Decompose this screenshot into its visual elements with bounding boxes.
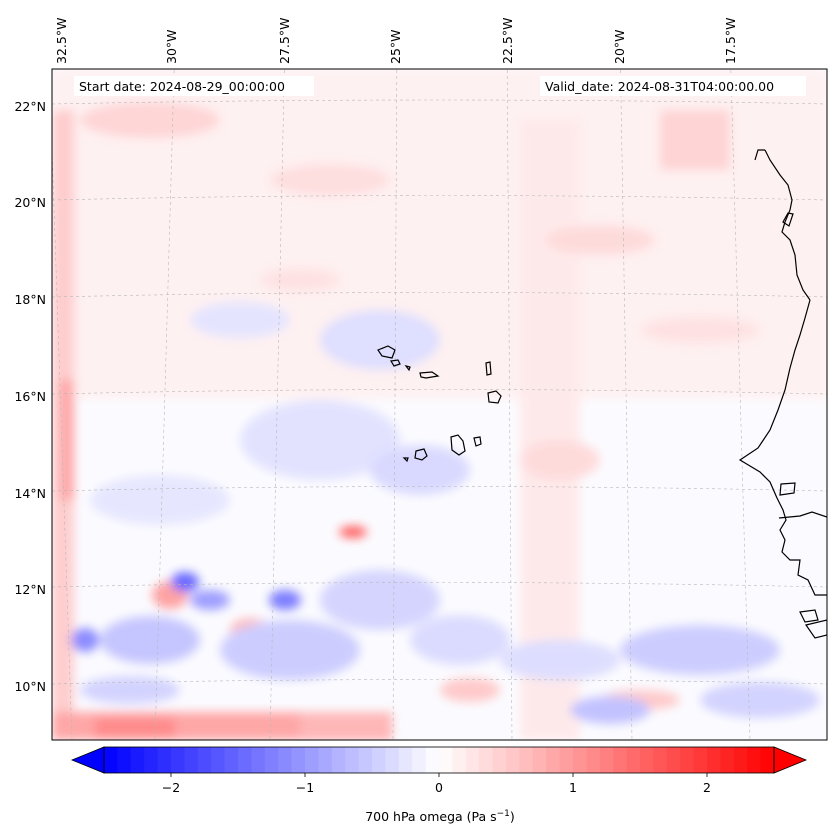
colorbar-segment [439, 747, 453, 773]
colorbar-label: 700 hPa omega (Pa s−1) [365, 809, 515, 824]
lat-axis-labels: 22°N 20°N 18°N 16°N 14°N 12°N 10°N [14, 99, 46, 694]
colorbar-segment [733, 747, 748, 773]
omega-field [52, 69, 827, 740]
lon-axis-labels: 32.5°W 30°W 27.5°W 25°W 22.5°W 20°W 17.5… [54, 18, 738, 64]
colorbar-segment [492, 747, 507, 773]
lat-label: 12°N [14, 582, 46, 597]
colorbar-tick-label: 2 [703, 780, 711, 795]
lat-label: 10°N [14, 679, 46, 694]
colorbar-segment [573, 747, 587, 773]
colorbar-segment [197, 747, 212, 773]
colorbar-tick-label: −1 [296, 780, 314, 795]
colorbar-segment [224, 747, 239, 773]
lon-label: 27.5°W [277, 18, 292, 64]
colorbar: −2 −1 0 1 2 700 hPa omega (Pa s−1) [70, 746, 808, 824]
colorbar-segment [720, 747, 735, 773]
colorbar-segment [372, 747, 386, 773]
colorbar-segment [747, 747, 762, 773]
colorbar-segment [479, 747, 494, 773]
colorbar-segment [398, 747, 413, 773]
colorbar-segment [184, 747, 199, 773]
colorbar-segment [707, 747, 721, 773]
colorbar-segment [117, 747, 132, 773]
colorbar-tick-label: 1 [569, 780, 577, 795]
start-date-label: Start date: 2024-08-29_00:00:00 [79, 79, 285, 94]
valid-date-label: Valid_date: 2024-08-31T04:00:00.00 [545, 79, 774, 94]
colorbar-segment [305, 747, 319, 773]
colorbar-segment [318, 747, 333, 773]
lat-label: 16°N [14, 389, 46, 404]
colorbar-segment [331, 747, 346, 773]
colorbar-segment [130, 747, 145, 773]
colorbar-tick-label: −2 [162, 780, 180, 795]
coastlines [377, 149, 827, 639]
lat-label: 18°N [14, 292, 46, 307]
colorbar-segment [613, 747, 628, 773]
colorbar-segment [532, 747, 547, 773]
graticule [52, 69, 827, 740]
colorbar-segment [157, 747, 172, 773]
colorbar-segments [104, 747, 775, 773]
lon-label: 20°W [612, 29, 627, 64]
lat-label: 20°N [14, 195, 46, 210]
colorbar-tick-label: 0 [435, 780, 443, 795]
colorbar-segment [425, 747, 440, 773]
colorbar-segment [640, 747, 654, 773]
colorbar-segment [385, 747, 400, 773]
colorbar-segment [760, 747, 775, 773]
colorbar-segment [693, 747, 708, 773]
lon-label: 30°W [164, 29, 179, 64]
colorbar-segment [626, 747, 641, 773]
colorbar-segment [171, 747, 185, 773]
colorbar-segment [412, 747, 427, 773]
colorbar-segment [465, 747, 480, 773]
colorbar-segment [680, 747, 695, 773]
colorbar-segment [251, 747, 266, 773]
colorbar-segment [345, 747, 360, 773]
lon-label: 32.5°W [54, 18, 69, 64]
map-frame [51, 68, 828, 741]
colorbar-max-extend [773, 746, 808, 774]
start-date-box [74, 76, 314, 96]
colorbar-segment [238, 747, 252, 773]
lon-label: 22.5°W [500, 18, 515, 64]
colorbar-segment [278, 747, 293, 773]
valid-date-box [540, 76, 806, 96]
colorbar-segment [653, 747, 668, 773]
colorbar-segment [666, 747, 681, 773]
lon-label: 25°W [388, 29, 403, 64]
colorbar-ticks: −2 −1 0 1 2 [162, 773, 711, 795]
colorbar-segment [519, 747, 534, 773]
lon-label: 17.5°W [723, 18, 738, 64]
colorbar-segment [559, 747, 574, 773]
colorbar-segment [546, 747, 561, 773]
colorbar-segment [599, 747, 614, 773]
colorbar-segment [506, 747, 520, 773]
colorbar-segment [264, 747, 279, 773]
colorbar-segment [144, 747, 159, 773]
lat-label: 14°N [14, 486, 46, 501]
colorbar-min-extend [70, 746, 105, 774]
colorbar-segment [291, 747, 306, 773]
colorbar-segment [358, 747, 373, 773]
lat-label: 22°N [14, 99, 46, 114]
colorbar-segment [452, 747, 467, 773]
colorbar-segment [104, 747, 118, 773]
colorbar-segment [586, 747, 601, 773]
colorbar-segment [211, 747, 226, 773]
